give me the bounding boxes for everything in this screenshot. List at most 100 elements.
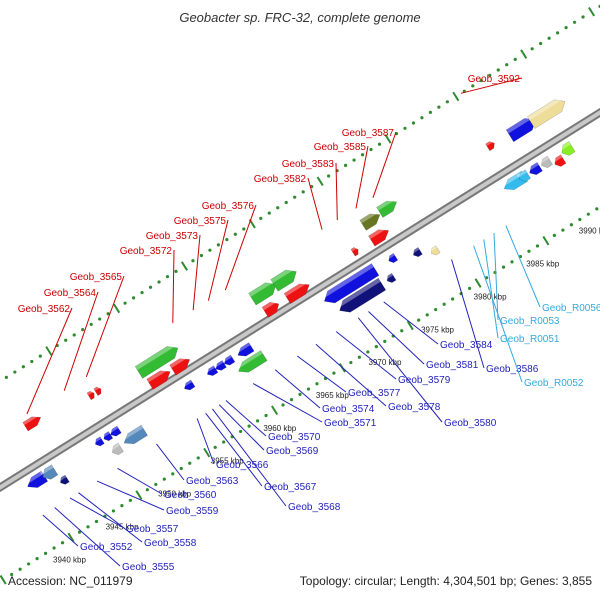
reverse-gene-label: Geob_3570: [268, 432, 321, 443]
gene-highlight: [385, 273, 394, 280]
gene-highlight: [235, 342, 251, 354]
label-leader-line: [26, 307, 73, 415]
label-leader-line: [192, 234, 201, 311]
forward-gene: [169, 354, 191, 376]
forward-gene: [368, 225, 389, 247]
ruler-dot: [140, 290, 144, 295]
ruler-dot: [165, 275, 170, 279]
label-leader-line: [460, 77, 523, 94]
label-leader-line: [172, 249, 175, 323]
ruler-tick: [588, 6, 596, 17]
forward-gene-label: Geob_3587: [342, 128, 395, 139]
ruler-dot: [411, 121, 416, 125]
reverse-gene-label: Geob_3552: [80, 542, 133, 553]
ruler-dot: [510, 260, 514, 264]
ruler-dot: [505, 63, 509, 67]
gene-shape: [60, 474, 70, 485]
ruler-dot: [18, 567, 22, 571]
gene-shape: [112, 442, 124, 456]
ruler-dot: [488, 73, 492, 77]
forward-gene-label: Geob_3592: [468, 74, 521, 85]
ruler-dot: [225, 237, 229, 242]
label-leader-line: [335, 162, 338, 221]
gene-highlight: [58, 475, 67, 482]
ruler-dot: [332, 371, 336, 375]
reverse-gene: [24, 470, 49, 488]
ruler-dot: [27, 562, 31, 566]
ruler-dot: [306, 387, 311, 391]
reverse-gene-label: Geob_3569: [266, 446, 319, 457]
ruler-tick: [113, 303, 121, 314]
reverse-gene: [58, 474, 70, 485]
gene-highlight: [39, 464, 54, 476]
gene-shape: [27, 470, 49, 488]
forward-gene: [134, 342, 179, 379]
label-leader-line: [252, 383, 323, 423]
reverse-gene-label: Geob_3571: [324, 418, 377, 429]
label-leader-line: [212, 408, 287, 507]
gene-highlight: [429, 245, 438, 253]
gene-shape: [413, 247, 423, 258]
ruler-dot: [128, 498, 132, 502]
ruler-dot: [199, 253, 204, 258]
scale-tick-label: 3980 kbp: [474, 292, 507, 301]
scale-tick-label: 3950 kbp: [158, 490, 191, 499]
ruler-dot: [298, 392, 302, 396]
gene-shape: [270, 269, 297, 292]
ruler-dot: [369, 147, 373, 152]
gene-shape: [261, 301, 280, 318]
rna-gene-label: Geob_R0053: [500, 316, 560, 327]
gene-shape: [110, 425, 122, 437]
forward-gene-label: Geob_3575: [174, 216, 227, 227]
gene-shape: [519, 169, 531, 182]
ruler-dot: [527, 249, 531, 253]
gene-highlight: [135, 342, 177, 371]
label-leader-line: [205, 412, 263, 487]
reverse-gene-label: Geob_3568: [288, 502, 341, 513]
reverse-gene-label: Geob_3558: [144, 538, 197, 549]
gene-shape: [561, 141, 576, 156]
ruler-dot: [38, 354, 42, 358]
label-leader-line: [335, 331, 397, 380]
ruler-dot: [437, 105, 441, 109]
forward-gene-label: Geob_3582: [254, 174, 307, 185]
label-leader-line: [196, 418, 215, 465]
label-leader-line: [78, 492, 143, 543]
gene-highlight: [500, 171, 524, 187]
gene-shape: [224, 354, 236, 366]
gene-highlight: [109, 443, 120, 451]
ruler-dot: [21, 365, 25, 369]
forward-gene: [93, 385, 102, 396]
ruler-dot: [284, 200, 288, 205]
reverse-gene: [516, 169, 531, 182]
ruler-dot: [561, 228, 565, 232]
reverse-gene-label: Geob_3563: [186, 476, 239, 487]
reverse-gene-label: Geob_3586: [486, 364, 539, 375]
label-leader-line: [54, 507, 121, 567]
gene-highlight: [526, 162, 539, 172]
ruler-dot: [400, 329, 404, 333]
ruler-dot: [94, 519, 99, 524]
reverse-gene-label: Geob_3580: [444, 418, 497, 429]
ruler-dot: [72, 333, 76, 337]
genome-summary: Topology: circular; Length: 4,304,501 bp…: [299, 574, 592, 588]
label-leader-line: [451, 259, 485, 369]
ruler-dot: [374, 345, 378, 349]
forward-gene-label: Geob_3565: [70, 272, 123, 283]
ruler-dot: [179, 466, 183, 471]
ruler-dot: [154, 482, 158, 487]
gene-highlight: [527, 95, 564, 121]
label-leader-line: [207, 219, 229, 301]
gene-shape: [93, 386, 102, 396]
forward-gene: [350, 246, 359, 257]
ruler-dot: [86, 525, 90, 529]
ruler-dot: [157, 280, 161, 284]
reverse-gene: [429, 245, 441, 256]
gene-highlight: [205, 365, 215, 374]
forward-gene-label: Geob_3585: [314, 142, 367, 153]
ruler-dot: [327, 174, 331, 178]
label-leader-line: [505, 225, 541, 308]
gene-shape: [237, 342, 255, 357]
